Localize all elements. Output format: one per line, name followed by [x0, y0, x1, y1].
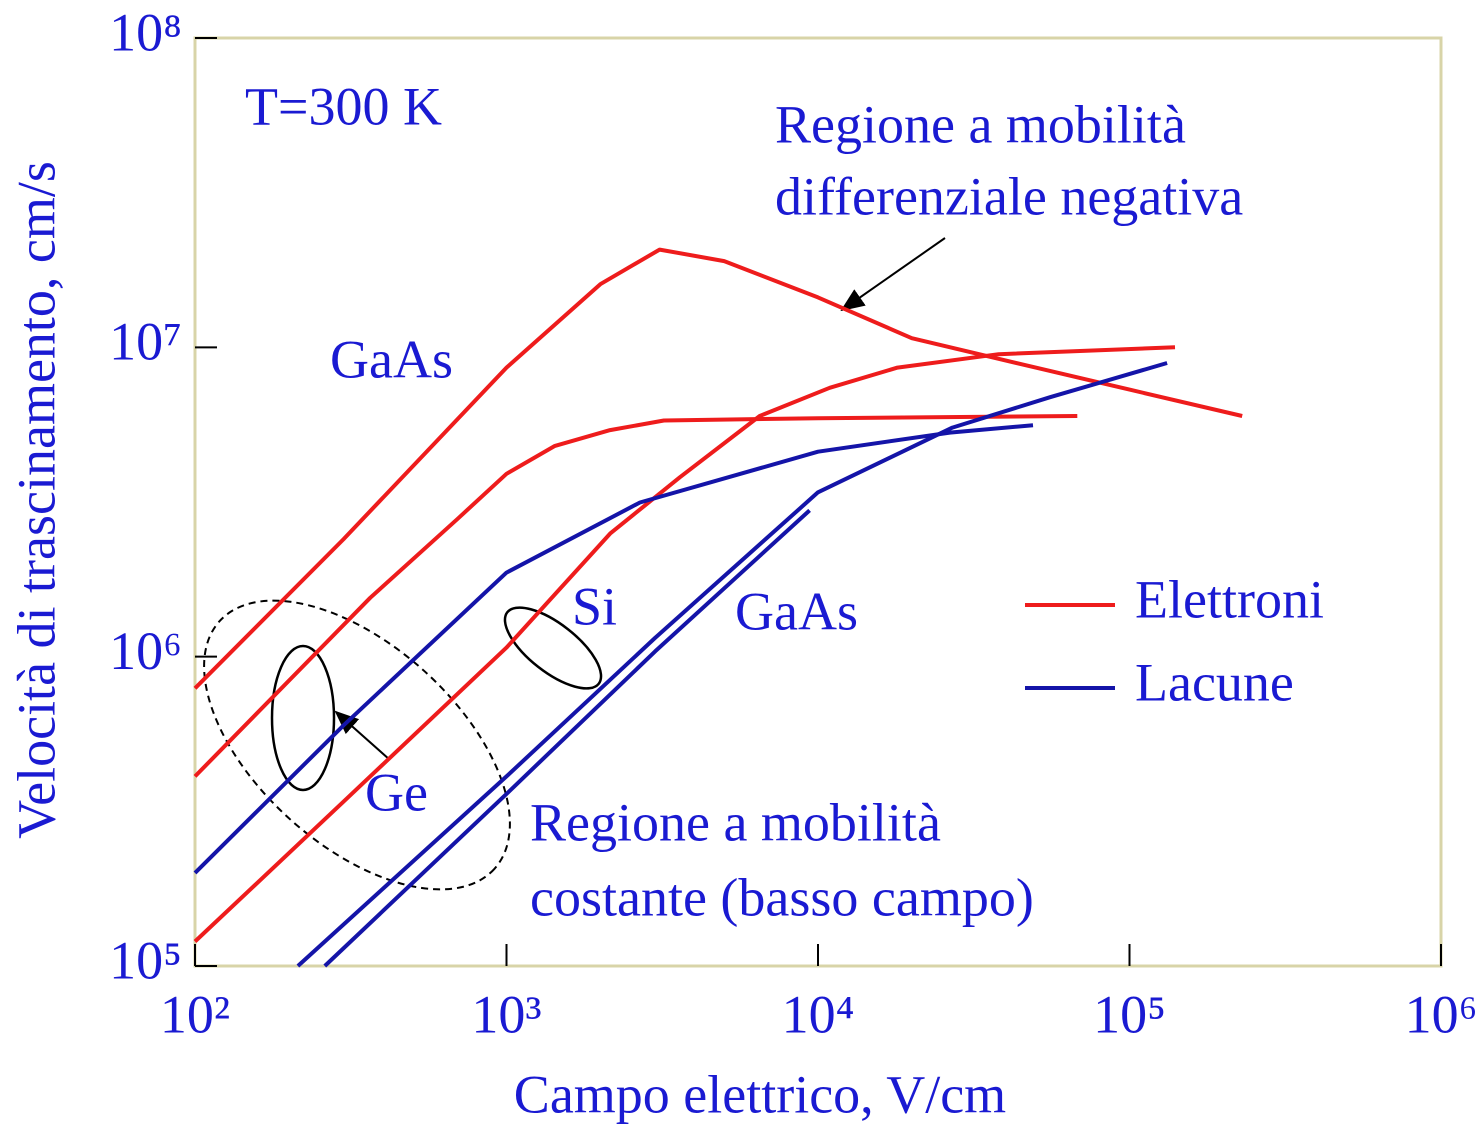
annotation: Ge: [365, 762, 428, 822]
annotation: Regione a mobilità: [775, 94, 1186, 154]
annotation: T=300 K: [245, 76, 442, 136]
ndm-arrow: [840, 237, 946, 312]
x-axis-label: Campo elettrico, V/cm: [514, 1064, 1006, 1124]
y-axis-label: Velocità di trascinamento, cm/s: [6, 161, 66, 839]
legend-label: Elettroni: [1135, 569, 1324, 629]
series-line: [193, 345, 1176, 943]
annotation: Si: [572, 576, 617, 636]
ge-ellipse: [270, 644, 336, 792]
ge-arrow: [334, 710, 391, 761]
y-tick-label: 10⁵: [109, 930, 182, 990]
series-line: [323, 508, 811, 968]
annotation: GaAs: [735, 581, 858, 641]
y-tick-label: 10⁶: [109, 621, 182, 681]
x-tick-label: 10³: [471, 984, 541, 1044]
legend-label: Lacune: [1135, 652, 1294, 712]
y-tick-label: 10⁸: [109, 2, 182, 62]
annotation: differenziale negativa: [775, 166, 1243, 226]
annotation: Regione a mobilità: [530, 792, 941, 852]
ge-region-ellipse: [203, 599, 511, 891]
annotation: costante (basso campo): [530, 867, 1034, 927]
series-line: [193, 423, 1034, 875]
x-tick-label: 10⁶: [1405, 984, 1478, 1044]
series-line: [296, 361, 1168, 968]
series-line: [193, 414, 1078, 778]
x-tick-label: 10⁴: [782, 984, 855, 1044]
annotation: GaAs: [330, 329, 453, 389]
x-tick-label: 10²: [160, 984, 230, 1044]
y-tick-label: 10⁷: [109, 312, 182, 372]
x-tick-label: 10⁵: [1093, 984, 1166, 1044]
series-line: [193, 247, 1243, 690]
si-ellipse: [503, 606, 603, 690]
